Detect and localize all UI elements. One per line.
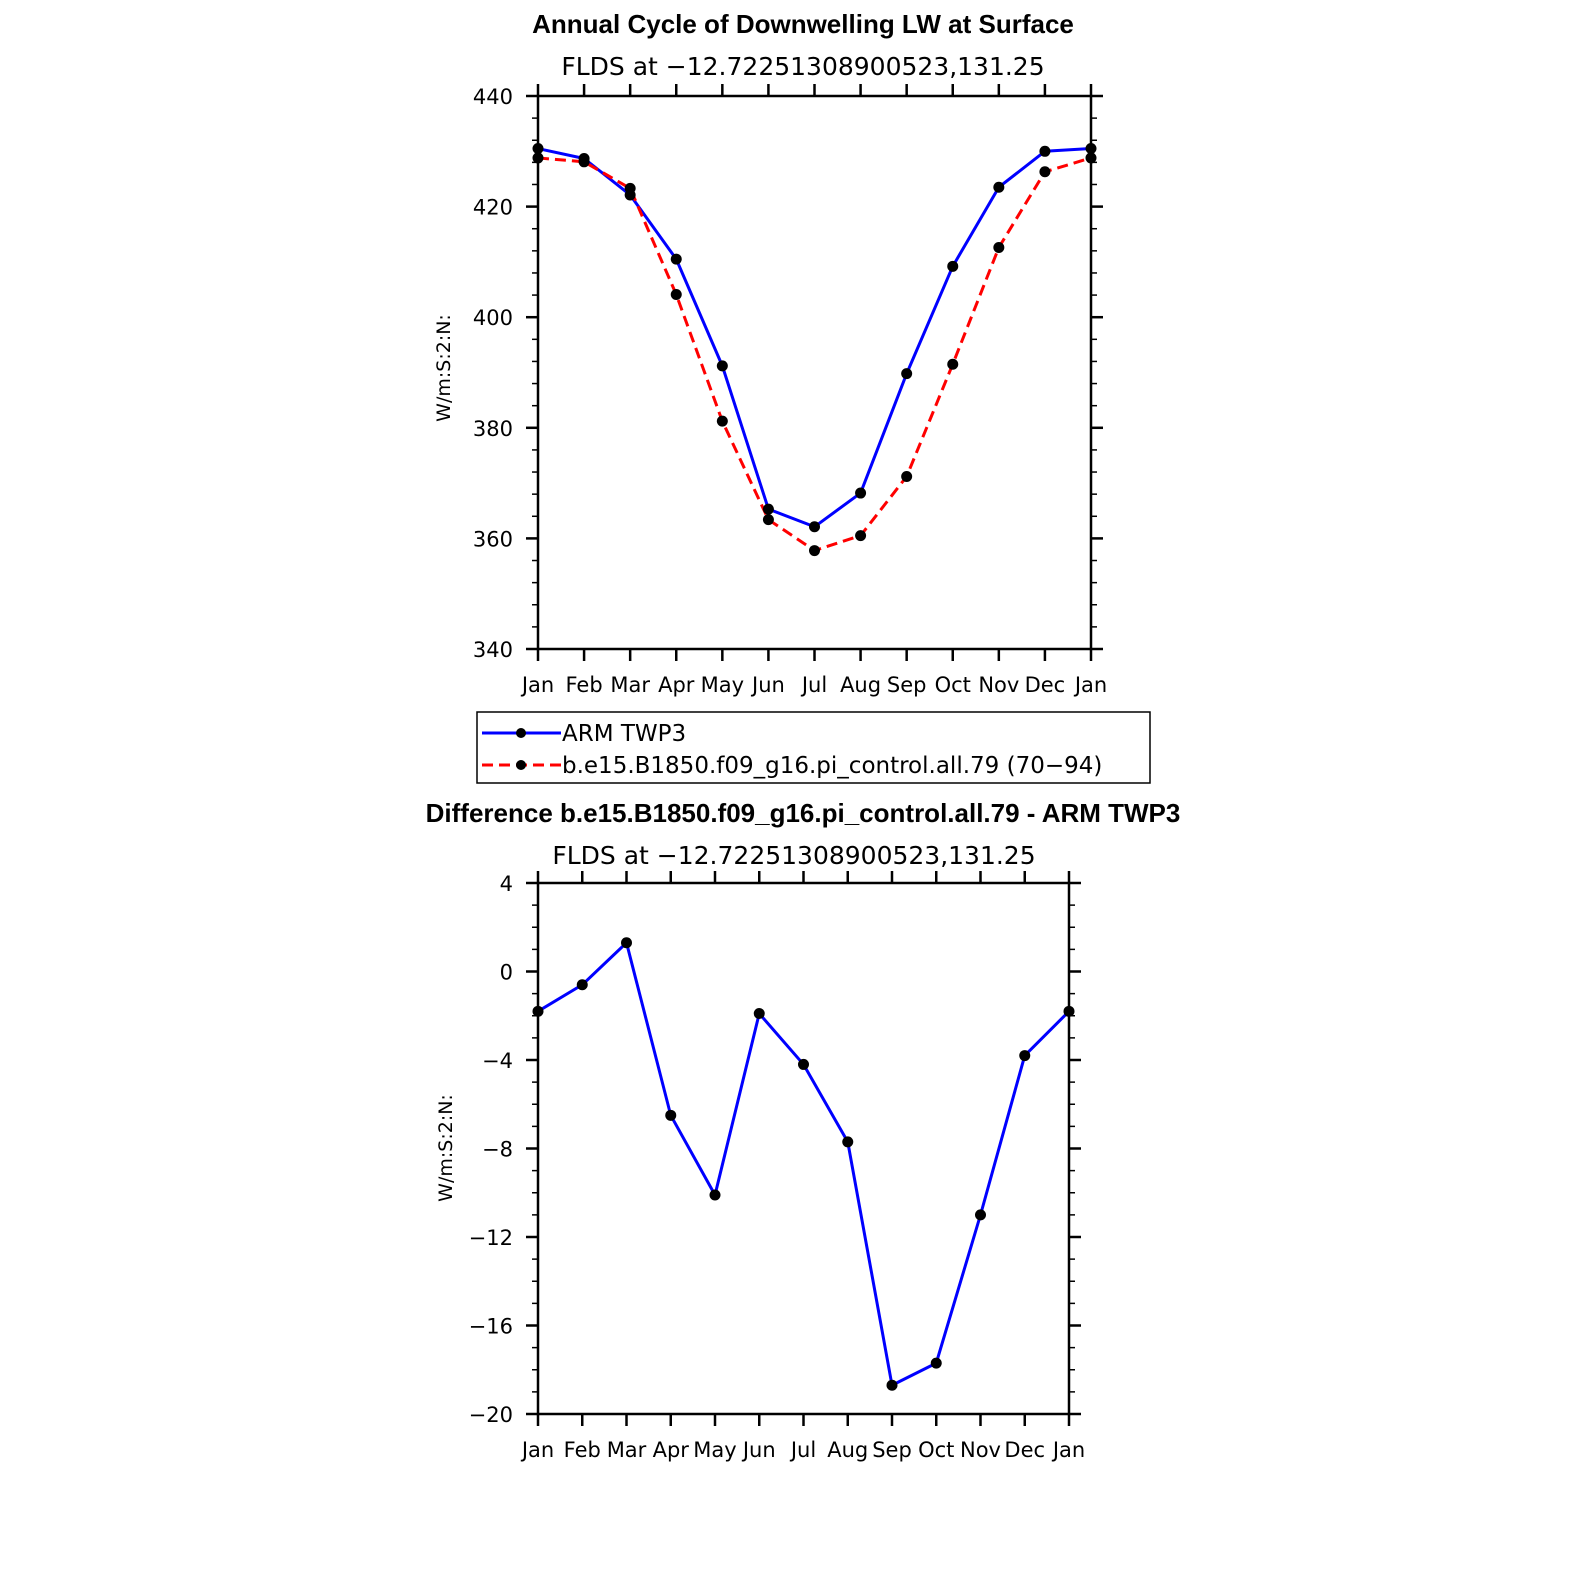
legend-marker-arm xyxy=(516,728,526,738)
x-tick-label: Apr xyxy=(658,673,695,697)
x-tick-label: Dec xyxy=(1004,1438,1045,1462)
difference-chart: Difference b.e15.B1850.f09_g16.pi_contro… xyxy=(426,798,1181,1462)
data-point xyxy=(762,503,774,515)
y-tick-label: 420 xyxy=(473,196,513,220)
y-axis-label: W/m:S:2:N: xyxy=(435,1094,457,1202)
data-point xyxy=(809,521,820,533)
x-tick-label: Jan xyxy=(520,673,554,697)
legend-marker-model xyxy=(516,760,526,770)
x-tick-label: Mar xyxy=(610,673,650,697)
data-point xyxy=(855,487,867,499)
x-tick-label: Jun xyxy=(750,673,785,697)
x-tick-label: Mar xyxy=(607,1438,647,1462)
x-tick-label: Aug xyxy=(827,1438,868,1462)
y-axis-label: W/m:S:2:N: xyxy=(433,314,455,422)
y-tick-label: −4 xyxy=(482,1049,513,1073)
data-point xyxy=(670,289,682,301)
x-tick-label: Feb xyxy=(565,673,602,697)
y-tick-label: 360 xyxy=(473,527,513,551)
data-point xyxy=(947,260,959,272)
x-tick-label: Jun xyxy=(741,1438,776,1462)
data-point xyxy=(798,1058,809,1070)
y-tick-label: 340 xyxy=(473,638,513,662)
plot-area: 340 360 380 400 420 440 Jan Feb Mar Apr May Jun Jul A… xyxy=(473,84,1107,697)
data-point xyxy=(665,1109,677,1121)
y-tick-label: −20 xyxy=(469,1403,513,1427)
x-tick-label: Oct xyxy=(935,673,971,697)
series-line xyxy=(537,147,1092,529)
y-tick-label: 440 xyxy=(473,85,513,109)
data-point xyxy=(753,1008,765,1020)
series-line xyxy=(537,941,1071,1387)
data-point xyxy=(993,242,1005,254)
data-point xyxy=(624,182,636,194)
data-point xyxy=(709,1189,721,1201)
y-tick-label: −8 xyxy=(482,1138,513,1162)
series-line xyxy=(537,156,1092,553)
y-tick-label: 400 xyxy=(473,306,513,330)
x-tick-label: Dec xyxy=(1025,673,1066,697)
x-tick-label: Oct xyxy=(918,1438,954,1462)
y-tick-label: 4 xyxy=(500,872,513,896)
x-tick-label: Feb xyxy=(564,1438,601,1462)
x-tick-label: Nov xyxy=(960,1438,1001,1462)
chart-subtitle: FLDS at −12.72251308900523,131.25 xyxy=(561,52,1044,81)
x-tick-label: Jul xyxy=(800,673,827,697)
data-point xyxy=(621,937,632,949)
x-tick-label: Aug xyxy=(840,673,881,697)
annual-cycle-chart: Annual Cycle of Downwelling LW at Surfac… xyxy=(433,9,1151,784)
x-tick-label: Jan xyxy=(1073,673,1107,697)
x-tick-label: Jan xyxy=(1051,1438,1085,1462)
data-point xyxy=(975,1209,986,1221)
data-point xyxy=(670,253,682,265)
plot-frame xyxy=(536,881,1071,1416)
legend-label-arm: ARM TWP3 xyxy=(562,721,686,747)
data-point xyxy=(930,1357,942,1369)
data-point xyxy=(1039,166,1051,178)
y-tick-label: −12 xyxy=(469,1226,513,1250)
x-tick-label: Nov xyxy=(978,673,1019,697)
x-tick-label: May xyxy=(701,673,744,697)
legend-entry-arm: ARM TWP3 xyxy=(482,721,686,747)
data-point xyxy=(1039,145,1051,157)
data-point xyxy=(1063,1005,1075,1017)
data-point xyxy=(993,181,1005,193)
data-point xyxy=(532,152,544,164)
x-tick-label: Jan xyxy=(520,1438,554,1462)
data-point xyxy=(1085,143,1097,155)
x-tick-label: May xyxy=(693,1438,736,1462)
data-point xyxy=(842,1136,854,1148)
x-tick-label: Sep xyxy=(887,673,927,697)
data-point xyxy=(901,368,913,380)
data-point xyxy=(532,143,544,155)
y-tick-label: 0 xyxy=(500,961,513,985)
legend-label-model: b.e15.B1850.f09_g16.pi_control.all.79 (7… xyxy=(562,753,1102,779)
data-point xyxy=(947,358,959,370)
data-point xyxy=(809,545,820,557)
chart-title: Difference b.e15.B1850.f09_g16.pi_contro… xyxy=(426,798,1181,828)
legend-entry-model: b.e15.B1850.f09_g16.pi_control.all.79 (7… xyxy=(482,753,1102,779)
data-point xyxy=(1019,1050,1031,1062)
chart-title: Annual Cycle of Downwelling LW at Surfac… xyxy=(532,9,1074,39)
data-point xyxy=(901,470,913,482)
data-point xyxy=(532,1005,544,1017)
data-point xyxy=(716,360,728,372)
x-tick-label: Sep xyxy=(872,1438,912,1462)
y-tick-label: −16 xyxy=(469,1315,513,1339)
legend: ARM TWP3 b.e15.B1850.f09_g16.pi_control.… xyxy=(476,711,1151,784)
chart-subtitle: FLDS at −12.72251308900523,131.25 xyxy=(552,841,1035,870)
x-tick-label: Apr xyxy=(653,1438,690,1462)
data-point xyxy=(855,530,867,542)
x-tick-label: Jul xyxy=(789,1438,816,1462)
y-tick-label: 380 xyxy=(473,417,513,441)
data-point xyxy=(762,514,774,526)
plot-area: −20 −16 −12 −8 −4 0 4 Jan Feb Mar Apr May Jun Jul Aug S… xyxy=(469,871,1085,1462)
data-point xyxy=(578,156,590,168)
legend-box xyxy=(476,711,1151,784)
data-point xyxy=(886,1379,898,1391)
data-point xyxy=(716,415,728,427)
data-point xyxy=(576,979,588,991)
data-point xyxy=(1085,152,1097,164)
